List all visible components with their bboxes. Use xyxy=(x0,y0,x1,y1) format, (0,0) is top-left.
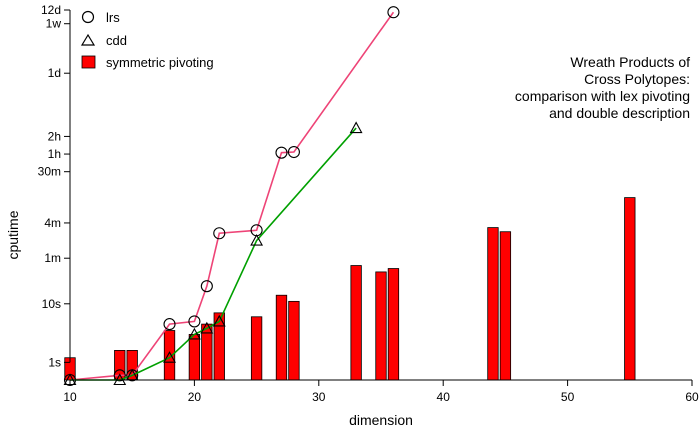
point-cdd xyxy=(163,351,176,363)
bar-symmetric-pivoting xyxy=(624,197,636,381)
y-tick-label: 2h xyxy=(48,129,61,143)
point-cdd xyxy=(349,121,363,134)
bar-symmetric-pivoting xyxy=(487,227,499,381)
y-tick-label: 1w xyxy=(46,17,62,31)
legend-cdd-marker xyxy=(80,33,96,46)
point-lrs xyxy=(213,227,226,240)
point-cdd xyxy=(250,233,264,246)
annotation-line-1: Wreath Products of xyxy=(570,54,690,70)
y-tick-label: 10s xyxy=(42,297,61,311)
bar-symmetric-pivoting xyxy=(250,316,263,381)
point-lrs xyxy=(188,315,201,328)
legend-cdd-label: cdd xyxy=(106,33,127,48)
x-tick-label: 60 xyxy=(685,390,699,404)
point-lrs xyxy=(113,369,126,382)
legend-lrs-label: lrs xyxy=(106,10,120,25)
point-cdd xyxy=(212,314,226,327)
legend: lrs cdd symmetric pivoting xyxy=(80,10,214,70)
chart-annotation: Wreath Products of Cross Polytopes: comp… xyxy=(515,54,690,121)
legend-lrs-marker xyxy=(81,10,95,24)
y-tick-label: 1s xyxy=(48,355,61,369)
point-cdd xyxy=(200,321,214,334)
y-tick-label: 12d xyxy=(41,3,61,17)
y-tick-label: 1m xyxy=(44,251,61,265)
point-lrs xyxy=(387,6,400,19)
annotation-line-3: comparison with lex pivoting xyxy=(515,88,690,104)
point-lrs xyxy=(275,146,288,159)
x-tick-label: 10 xyxy=(63,390,77,404)
legend-symmetric-pivoting-label: symmetric pivoting xyxy=(106,55,214,70)
point-lrs xyxy=(163,318,176,331)
bar-symmetric-pivoting xyxy=(275,294,288,381)
bar-symmetric-pivoting xyxy=(375,271,387,381)
bar-symmetric-pivoting xyxy=(499,231,512,381)
bar-symmetric-pivoting xyxy=(188,334,201,381)
x-tick-label: 50 xyxy=(561,390,575,404)
x-tick-label: 40 xyxy=(437,390,451,404)
x-tick-label: 20 xyxy=(188,390,202,404)
line-lrs xyxy=(69,11,395,381)
plot-area xyxy=(63,6,636,387)
line-cdd xyxy=(70,127,357,381)
point-lrs xyxy=(287,145,300,159)
point-lrs xyxy=(200,280,213,293)
x-tick-label: 30 xyxy=(312,390,326,404)
bar-symmetric-pivoting xyxy=(288,300,300,381)
x-axis-title: dimension xyxy=(349,412,413,428)
y-axis-title: cputime xyxy=(5,210,21,259)
bar-symmetric-pivoting xyxy=(350,265,362,381)
y-tick-label: 30m xyxy=(38,165,61,179)
legend-symmetric-pivoting-swatch xyxy=(81,55,96,69)
bar-symmetric-pivoting xyxy=(387,268,400,381)
y-tick-label: 4m xyxy=(44,216,61,230)
point-cdd xyxy=(187,327,201,340)
annotation-line-2: Cross Polytopes: xyxy=(584,71,690,87)
y-tick-label: 1h xyxy=(48,147,61,161)
y-tick-label: 1d xyxy=(48,66,61,80)
annotation-line-4: and double description xyxy=(549,105,690,121)
